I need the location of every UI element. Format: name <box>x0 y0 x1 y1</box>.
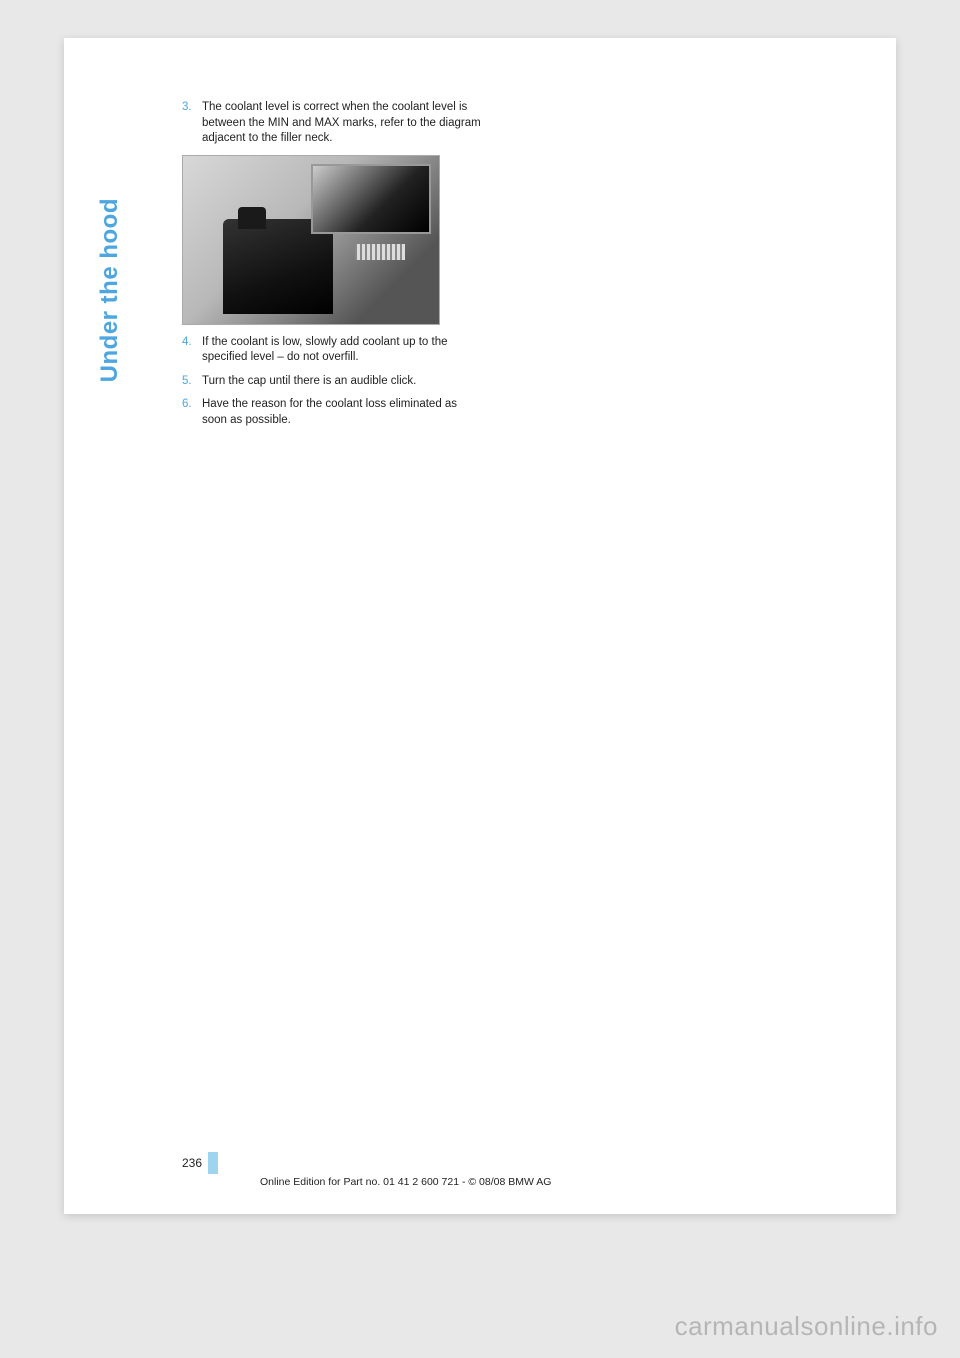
page-number: 236 <box>182 1156 208 1170</box>
section-label: Under the hood <box>96 198 124 382</box>
list-number: 6. <box>182 397 202 428</box>
list-text: Turn the cap until there is an audible c… <box>202 374 482 390</box>
manual-page: Under the hood 3. The coolant level is c… <box>64 38 896 1214</box>
coolant-cap-shape <box>238 207 266 229</box>
coolant-reservoir-figure <box>182 155 440 325</box>
page-marker <box>208 1152 218 1174</box>
coolant-cap-inset <box>311 164 431 234</box>
list-number: 5. <box>182 374 202 390</box>
coolant-gauge-shape <box>355 244 405 260</box>
list-item: 3. The coolant level is correct when the… <box>182 100 482 147</box>
list-number: 3. <box>182 100 202 147</box>
list-text: If the coolant is low, slowly add coolan… <box>202 335 482 366</box>
list-item: 6. Have the reason for the coolant loss … <box>182 397 482 428</box>
content-column: 3. The coolant level is correct when the… <box>182 100 482 436</box>
list-number: 4. <box>182 335 202 366</box>
page-number-block: 236 <box>182 1152 218 1174</box>
list-text: The coolant level is correct when the co… <box>202 100 482 147</box>
list-item: 5. Turn the cap until there is an audibl… <box>182 374 482 390</box>
list-text: Have the reason for the coolant loss eli… <box>202 397 482 428</box>
watermark-text: carmanualsonline.info <box>675 1311 938 1342</box>
footer-text: Online Edition for Part no. 01 41 2 600 … <box>260 1176 551 1188</box>
list-item: 4. If the coolant is low, slowly add coo… <box>182 335 482 366</box>
